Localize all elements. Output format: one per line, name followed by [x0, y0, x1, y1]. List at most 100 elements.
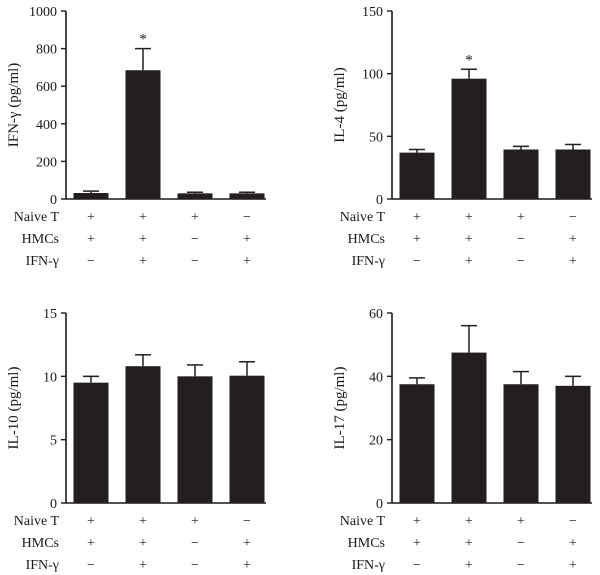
ifn-gamma-y-tick-label: 600	[36, 80, 57, 95]
il-4-bar	[399, 152, 435, 199]
il-4-condition-sign: −	[569, 210, 577, 225]
il-17-condition-sign: +	[517, 514, 525, 529]
il-17-condition-label: IFN-γ	[352, 558, 385, 573]
ifn-gamma-condition-sign: +	[243, 254, 251, 269]
il-4-condition-label: IFN-γ	[352, 254, 385, 269]
il-10-condition-sign: +	[243, 558, 251, 573]
il-4-condition-sign: +	[413, 232, 421, 247]
il-17-condition-sign: +	[465, 558, 473, 573]
il-10-condition-sign: +	[191, 514, 199, 529]
il-10-condition-label: HMCs	[22, 536, 59, 551]
il-17-bar	[503, 384, 539, 503]
il-17-y-axis-label: IL-17 (pg/ml)	[332, 367, 348, 450]
ifn-gamma-condition-label: HMCs	[22, 232, 59, 247]
il-17-condition-sign: +	[569, 536, 577, 551]
il-10-condition-sign: −	[87, 558, 95, 573]
il-10-condition-sign: +	[139, 558, 147, 573]
il-17-condition-sign: −	[569, 514, 577, 529]
il-4-bar	[451, 78, 487, 199]
il-17-condition-sign: +	[465, 514, 473, 529]
il-4-bar	[555, 149, 591, 199]
il-17-condition-label: Naive T	[340, 514, 386, 529]
ifn-gamma-condition-label: IFN-γ	[26, 254, 59, 269]
il-17-y-tick-label: 20	[369, 434, 383, 449]
il-17-condition-sign: +	[413, 536, 421, 551]
il-10-y-tick-label: 15	[43, 307, 57, 322]
ifn-gamma-y-tick-label: 800	[36, 43, 57, 58]
il-4-condition-sign: +	[517, 210, 525, 225]
ifn-gamma-condition-sign: +	[243, 232, 251, 247]
ifn-gamma-condition-sign: +	[139, 210, 147, 225]
il-17-condition-sign: +	[413, 514, 421, 529]
il-10-condition-sign: +	[87, 536, 95, 551]
ifn-gamma-condition-sign: −	[191, 232, 199, 247]
il-4-y-axis-label: IL-4 (pg/ml)	[332, 67, 348, 142]
il-4-condition-sign: +	[465, 210, 473, 225]
il-10-bar	[73, 382, 109, 503]
il-4-condition-label: HMCs	[348, 232, 385, 247]
il-17-y-tick-label: 40	[369, 370, 383, 385]
il-4-condition-sign: +	[465, 254, 473, 269]
ifn-gamma-bar	[229, 193, 265, 199]
il-10-condition-sign: +	[87, 514, 95, 529]
ifn-gamma-condition-sign: −	[191, 254, 199, 269]
ifn-gamma-bar	[177, 193, 213, 199]
il-4-condition-sign: +	[569, 254, 577, 269]
il-17-y-tick-label: 60	[369, 307, 383, 322]
ifn-gamma-y-tick-label: 1000	[29, 5, 57, 20]
ifn-gamma-y-tick-label: 400	[36, 118, 57, 133]
ifn-gamma-y-tick-label: 200	[36, 155, 57, 170]
il-17-condition-sign: +	[465, 536, 473, 551]
il-4-y-tick-label: 50	[369, 130, 383, 145]
il-10-bar	[177, 376, 213, 503]
ifn-gamma-bar	[73, 192, 109, 199]
il-10-condition-sign: +	[139, 536, 147, 551]
il-10-condition-label: IFN-γ	[26, 558, 59, 573]
il-4-condition-sign: −	[517, 254, 525, 269]
il-17-condition-sign: −	[517, 558, 525, 573]
ifn-gamma-condition-sign: +	[139, 232, 147, 247]
il-17-y-tick-label: 0	[376, 497, 383, 512]
il-4-chart: 0 50 100 150 IL-4 (pg/ml) * Naive T + + + − HMCs + + −…	[332, 5, 592, 269]
il-4-condition-sign: +	[465, 232, 473, 247]
il-10-y-tick-label: 10	[43, 370, 57, 385]
il-4-significance-star: *	[465, 52, 473, 68]
il-17-condition-sign: −	[517, 536, 525, 551]
il-4-y-tick-label: 150	[362, 5, 383, 20]
il-10-bar	[229, 375, 265, 503]
il-10-y-tick-label: 5	[50, 434, 57, 449]
ifn-gamma-condition-sign: −	[243, 210, 251, 225]
il-4-y-tick-label: 0	[376, 193, 383, 208]
il-4-condition-sign: −	[413, 254, 421, 269]
ifn-gamma-condition-sign: +	[191, 210, 199, 225]
ifn-gamma-bar	[125, 70, 161, 199]
il-17-condition-sign: +	[569, 558, 577, 573]
il-10-condition-label: Naive T	[14, 514, 60, 529]
ifn-gamma-condition-sign: +	[87, 232, 95, 247]
il-10-condition-sign: −	[191, 536, 199, 551]
ifn-gamma-condition-label: Naive T	[14, 210, 60, 225]
il-17-condition-sign: −	[413, 558, 421, 573]
il-17-bar	[451, 352, 487, 503]
ifn-gamma-y-tick-label: 0	[50, 193, 57, 208]
il-17-bar	[555, 385, 591, 503]
il-10-condition-sign: −	[191, 558, 199, 573]
ifn-gamma-condition-sign: +	[139, 254, 147, 269]
ifn-gamma-y-axis-label: IFN-γ (pg/ml)	[6, 63, 22, 148]
il-10-bar	[125, 366, 161, 503]
il-10-condition-sign: +	[243, 536, 251, 551]
il-17-chart: 0 20 40 60 IL-17 (pg/ml) Naive T + + + − HMCs + + − + I…	[332, 307, 592, 573]
ifn-gamma-condition-sign: +	[87, 210, 95, 225]
ifn-gamma-chart: 0 200 400 600 800 1000 IFN-γ (pg/ml) * Naive T + +…	[6, 5, 266, 269]
il-17-bar	[399, 384, 435, 503]
il-4-condition-sign: −	[517, 232, 525, 247]
il-10-condition-sign: −	[243, 514, 251, 529]
ifn-gamma-condition-sign: −	[87, 254, 95, 269]
il-4-y-tick-label: 100	[362, 68, 383, 83]
il-10-condition-sign: +	[139, 514, 147, 529]
il-17-condition-label: HMCs	[348, 536, 385, 551]
il-4-condition-sign: +	[569, 232, 577, 247]
ifn-gamma-significance-star: *	[139, 32, 147, 48]
il-4-condition-sign: +	[413, 210, 421, 225]
